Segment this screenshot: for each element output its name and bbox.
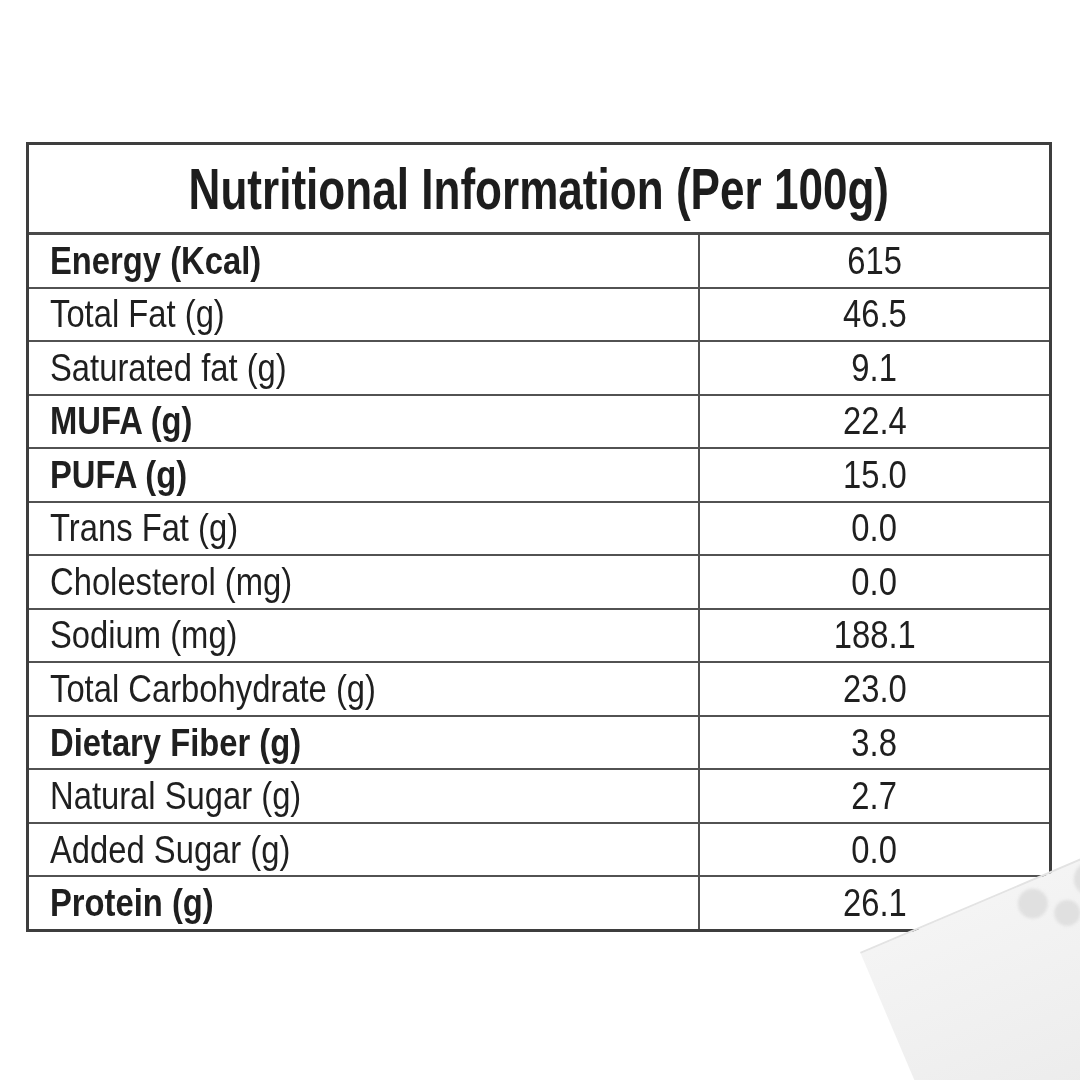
nutrient-label-cell: Total Fat (g) <box>29 289 700 341</box>
nutrient-label: PUFA (g) <box>50 453 187 497</box>
nutrient-value-cell: 2.7 <box>700 770 1049 822</box>
nutrient-label: Total Carbohydrate (g) <box>50 667 376 711</box>
nutrient-value: 23.0 <box>843 667 907 711</box>
nutrient-value-cell: 9.1 <box>700 342 1049 394</box>
nutrient-label: Cholesterol (mg) <box>50 560 292 604</box>
nutrient-value: 0.0 <box>852 506 898 550</box>
nutrient-value-cell: 3.8 <box>700 717 1049 769</box>
nutrient-value: 615 <box>847 239 902 283</box>
crumb-texture <box>1069 857 1080 902</box>
nutrient-value: 15.0 <box>843 453 907 497</box>
table-row: Energy (Kcal) 615 <box>29 235 1049 289</box>
nutrient-label: Trans Fat (g) <box>50 506 238 550</box>
table-title: Nutritional Information (Per 100g) <box>189 155 889 222</box>
nutrient-label-cell: Energy (Kcal) <box>29 235 700 287</box>
nutrient-label-cell: Added Sugar (g) <box>29 824 700 876</box>
nutrient-value-cell: 0.0 <box>700 556 1049 608</box>
table-row: PUFA (g) 15.0 <box>29 449 1049 503</box>
nutrient-value: 188.1 <box>833 613 915 657</box>
table-row: MUFA (g) 22.4 <box>29 396 1049 450</box>
nutrient-value: 2.7 <box>852 774 898 818</box>
nutrient-value-cell: 23.0 <box>700 663 1049 715</box>
nutrient-label: Added Sugar (g) <box>50 828 290 872</box>
nutrient-label-cell: Trans Fat (g) <box>29 503 700 555</box>
nutrient-label: Saturated fat (g) <box>50 346 287 390</box>
nutrient-value: 3.8 <box>852 721 898 765</box>
nutrition-facts-table: Nutritional Information (Per 100g) Energ… <box>26 142 1052 932</box>
nutrient-value: 0.0 <box>852 828 898 872</box>
nutrient-label-cell: MUFA (g) <box>29 396 700 448</box>
nutrient-label-cell: PUFA (g) <box>29 449 700 501</box>
table-row: Dietary Fiber (g) 3.8 <box>29 717 1049 771</box>
nutrient-value: 9.1 <box>852 346 898 390</box>
crumb-texture <box>1013 884 1052 923</box>
nutrient-value: 26.1 <box>843 881 907 925</box>
table-row: Natural Sugar (g) 2.7 <box>29 770 1049 824</box>
nutrient-label: Dietary Fiber (g) <box>50 721 301 765</box>
table-title-row: Nutritional Information (Per 100g) <box>29 145 1049 235</box>
nutrient-label-cell: Natural Sugar (g) <box>29 770 700 822</box>
table-row: Total Fat (g) 46.5 <box>29 289 1049 343</box>
nutrient-value-cell: 46.5 <box>700 289 1049 341</box>
nutrient-label-cell: Saturated fat (g) <box>29 342 700 394</box>
nutrient-value-cell: 15.0 <box>700 449 1049 501</box>
nutrient-value-cell: 615 <box>700 235 1049 287</box>
nutrient-label: Sodium (mg) <box>50 613 238 657</box>
table-row: Sodium (mg) 188.1 <box>29 610 1049 664</box>
table-row: Protein (g) 26.1 <box>29 877 1049 929</box>
nutrient-label-cell: Protein (g) <box>29 877 700 929</box>
crumb-texture <box>1050 896 1080 930</box>
nutrient-value: 22.4 <box>843 399 907 443</box>
nutrient-label: Total Fat (g) <box>50 292 225 336</box>
nutrient-value-cell: 0.0 <box>700 503 1049 555</box>
nutrient-value-cell: 22.4 <box>700 396 1049 448</box>
nutrient-label-cell: Dietary Fiber (g) <box>29 717 700 769</box>
nutrient-label-cell: Cholesterol (mg) <box>29 556 700 608</box>
table-row: Trans Fat (g) 0.0 <box>29 503 1049 557</box>
nutrient-label-cell: Sodium (mg) <box>29 610 700 662</box>
nutrient-label: MUFA (g) <box>50 399 193 443</box>
table-body: Energy (Kcal) 615 Total Fat (g) 46.5 Sat… <box>29 235 1049 929</box>
table-row: Cholesterol (mg) 0.0 <box>29 556 1049 610</box>
nutrient-label-cell: Total Carbohydrate (g) <box>29 663 700 715</box>
nutrient-label: Natural Sugar (g) <box>50 774 301 818</box>
nutrient-value-cell: 0.0 <box>700 824 1049 876</box>
table-row: Total Carbohydrate (g) 23.0 <box>29 663 1049 717</box>
table-row: Added Sugar (g) 0.0 <box>29 824 1049 878</box>
nutrient-value: 46.5 <box>843 292 907 336</box>
table-row: Saturated fat (g) 9.1 <box>29 342 1049 396</box>
nutrient-label: Protein (g) <box>50 881 214 925</box>
nutrient-label: Energy (Kcal) <box>50 239 261 283</box>
nutrient-value-cell: 188.1 <box>700 610 1049 662</box>
nutrient-value: 0.0 <box>852 560 898 604</box>
